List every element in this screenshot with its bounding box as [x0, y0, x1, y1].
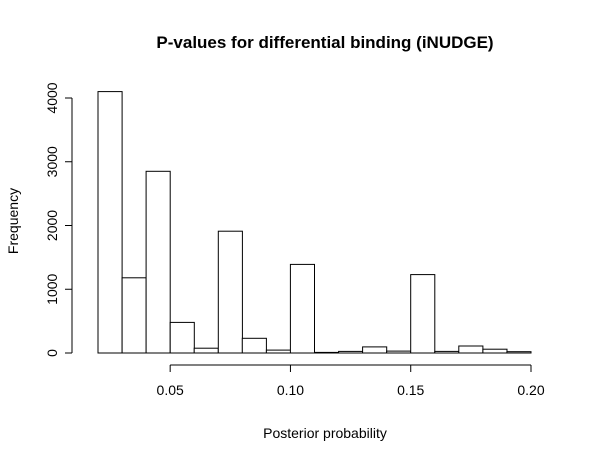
y-tick-label-4: 4000	[44, 82, 60, 113]
y-axis: 0 1000 2000 3000 4000	[44, 82, 73, 357]
histogram-bar-14	[434, 350, 460, 354]
y-tick-label-1: 1000	[44, 273, 60, 304]
chart-title: P-values for differential binding (iNUDG…	[156, 33, 493, 52]
histogram-bar-4	[193, 347, 219, 354]
histogram-bar-16	[482, 348, 508, 354]
histogram-bar-12	[386, 350, 412, 354]
x-axis-label: Posterior probability	[263, 425, 387, 441]
bars-group	[97, 91, 532, 354]
y-tick-label-2: 2000	[44, 210, 60, 241]
histogram-bar-11	[362, 346, 388, 354]
y-tick-label-0: 0	[44, 349, 60, 357]
histogram-bar-13	[410, 274, 436, 354]
histogram-bar-9	[314, 351, 340, 354]
x-tick-label-3: 0.20	[517, 382, 544, 398]
y-tick-label-3: 3000	[44, 146, 60, 177]
histogram-bar-15	[458, 345, 484, 354]
histogram-bar-8	[289, 263, 315, 354]
x-tick-label-1: 0.10	[277, 382, 304, 398]
x-tick-label-2: 0.15	[397, 382, 424, 398]
histogram-bar-17	[506, 351, 532, 354]
histogram-bar-6	[241, 337, 267, 354]
x-axis: 0.05 0.10 0.15 0.20	[157, 364, 545, 398]
histogram-bar-10	[338, 350, 364, 354]
histogram-bar-7	[265, 349, 291, 354]
histogram-bar-3	[169, 321, 195, 354]
y-axis-label: Frequency	[5, 188, 21, 254]
histogram-bar-0	[97, 91, 123, 354]
histogram-bar-2	[145, 170, 171, 354]
histogram-bar-1	[121, 277, 147, 354]
x-tick-label-0: 0.05	[157, 382, 184, 398]
histogram-bar-5	[217, 230, 243, 354]
